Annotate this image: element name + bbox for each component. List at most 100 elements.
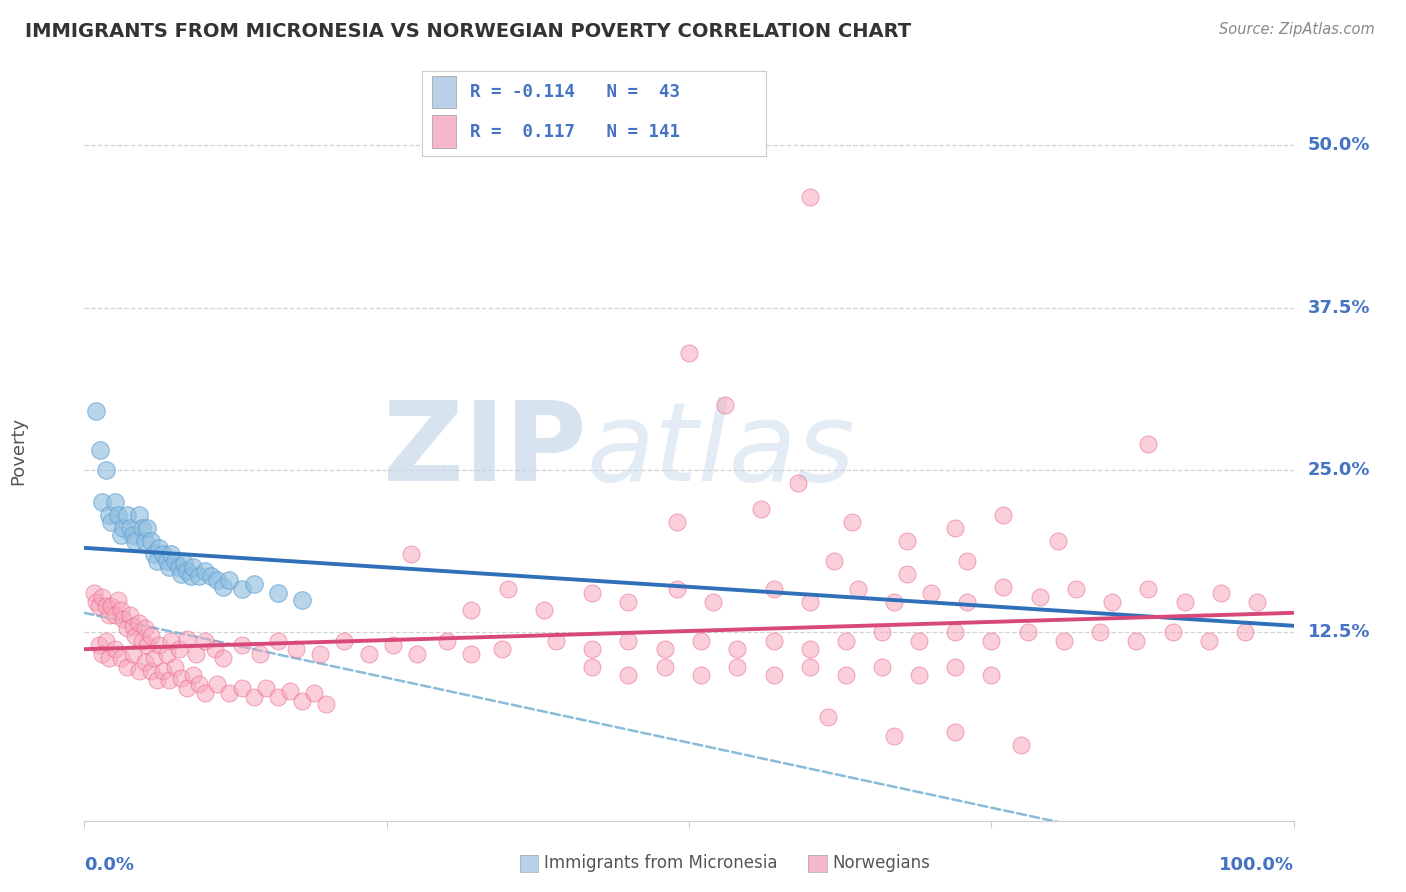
Point <box>654 642 676 657</box>
Text: ZIP: ZIP <box>382 397 586 504</box>
Point <box>134 655 156 669</box>
Point <box>799 660 821 674</box>
Text: 0.0%: 0.0% <box>84 856 135 874</box>
Point <box>143 651 166 665</box>
Point <box>702 595 724 609</box>
Point <box>91 648 114 662</box>
Point <box>107 508 129 523</box>
Point <box>181 668 204 682</box>
Point <box>146 673 169 688</box>
Point <box>1064 582 1087 597</box>
Point <box>242 690 264 705</box>
Point <box>381 638 404 652</box>
Point <box>134 534 156 549</box>
Point <box>152 665 174 679</box>
Text: 50.0%: 50.0% <box>1308 136 1371 154</box>
Point <box>231 582 253 597</box>
Point <box>139 629 162 643</box>
Point <box>157 673 180 688</box>
Point <box>91 591 114 605</box>
Text: atlas: atlas <box>586 397 855 504</box>
Point <box>581 642 603 657</box>
Point <box>1174 595 1197 609</box>
Point <box>1011 739 1033 753</box>
Point <box>204 642 226 657</box>
Point <box>167 642 190 657</box>
Point <box>231 681 253 695</box>
Point <box>139 534 162 549</box>
Point <box>97 608 120 623</box>
Point <box>170 566 193 581</box>
Point <box>100 599 122 614</box>
Point <box>993 580 1015 594</box>
Point <box>1053 634 1076 648</box>
Point <box>980 634 1002 648</box>
Point <box>460 648 482 662</box>
Point <box>896 534 918 549</box>
Point <box>254 681 277 695</box>
Point <box>143 547 166 561</box>
Point <box>231 638 253 652</box>
Point <box>1088 625 1111 640</box>
Point <box>218 574 240 588</box>
Point <box>357 648 380 662</box>
Point <box>496 582 519 597</box>
Point <box>315 697 337 711</box>
Point <box>188 569 211 583</box>
Point <box>1137 437 1160 451</box>
Point <box>896 566 918 581</box>
Point <box>725 660 748 674</box>
Point <box>120 608 142 623</box>
Point <box>87 599 110 614</box>
Text: R = -0.114   N =  43: R = -0.114 N = 43 <box>470 83 681 101</box>
Point <box>218 686 240 700</box>
Text: Immigrants from Micronesia: Immigrants from Micronesia <box>544 855 778 872</box>
Point <box>817 710 839 724</box>
Point <box>212 580 235 594</box>
Point <box>139 665 162 679</box>
Point <box>124 534 146 549</box>
Point <box>267 586 290 600</box>
Point <box>654 660 676 674</box>
Point <box>184 648 207 662</box>
Point <box>333 634 356 648</box>
Point <box>581 660 603 674</box>
Point <box>883 729 905 743</box>
Point <box>155 554 177 568</box>
Point <box>291 592 314 607</box>
Point <box>786 475 808 490</box>
Point <box>309 648 332 662</box>
Point <box>690 634 713 648</box>
Point <box>291 694 314 708</box>
Point <box>665 515 688 529</box>
Point <box>835 668 858 682</box>
Point <box>200 569 222 583</box>
Point <box>165 660 187 674</box>
Point <box>121 528 143 542</box>
Point <box>1198 634 1220 648</box>
Point <box>302 686 325 700</box>
Point <box>980 668 1002 682</box>
Point <box>725 642 748 657</box>
Point <box>714 398 737 412</box>
Point <box>907 634 929 648</box>
Point <box>194 634 217 648</box>
Point <box>883 595 905 609</box>
Point <box>1101 595 1123 609</box>
Point <box>943 660 966 674</box>
Text: 25.0%: 25.0% <box>1308 461 1371 479</box>
Point <box>799 595 821 609</box>
Point <box>1028 591 1050 605</box>
Point <box>124 629 146 643</box>
Point <box>87 638 110 652</box>
Point <box>617 634 640 648</box>
Point <box>920 586 942 600</box>
Point <box>136 521 159 535</box>
Point <box>207 574 229 588</box>
Point <box>617 595 640 609</box>
Point <box>131 521 153 535</box>
Point <box>846 582 869 597</box>
Point <box>115 508 138 523</box>
Text: Source: ZipAtlas.com: Source: ZipAtlas.com <box>1219 22 1375 37</box>
Point <box>167 560 190 574</box>
